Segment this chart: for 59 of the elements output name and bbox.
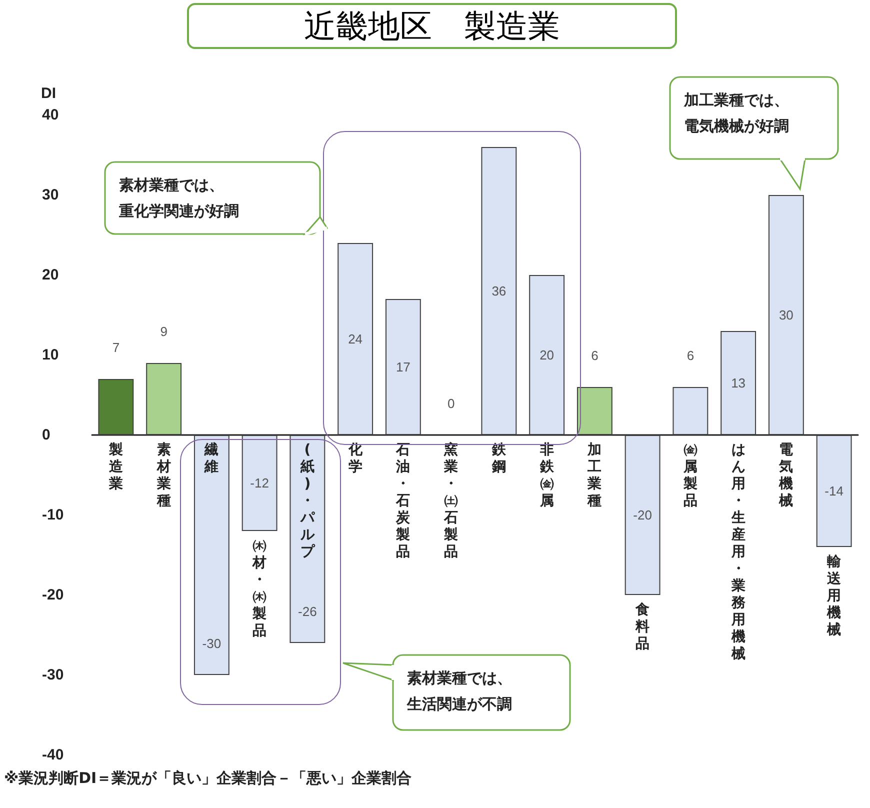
x-tick-label: ㈭材・㈭製品 <box>252 538 267 640</box>
category-label: はん用・生産用・業務用機械 <box>731 442 746 662</box>
y-axis-title: DI <box>41 85 56 102</box>
bar <box>672 387 708 435</box>
bar <box>576 387 612 435</box>
y-tick-label: 30 <box>42 186 59 204</box>
annotation: 素材業種では、生活関連が不調 <box>407 668 512 715</box>
bar <box>529 275 565 435</box>
data-label: -20 <box>633 508 652 522</box>
data-label: 7 <box>112 340 120 355</box>
y-tick-label: -10 <box>42 506 64 524</box>
x-tick-label: 非鉄㈮属 <box>540 442 554 510</box>
annotation: 加工業種では、電気機械が好調 <box>684 90 789 137</box>
bar <box>242 435 278 531</box>
y-tick-label: -20 <box>42 586 64 604</box>
y-tick-label: -40 <box>42 746 64 764</box>
annotation: 素材業種では、重化学関連が好調 <box>119 175 239 222</box>
x-tick-label: 電気機械 <box>779 442 794 510</box>
data-label: -30 <box>202 636 222 651</box>
data-label: 9 <box>160 324 168 339</box>
x-tick-label: 加工業種 <box>588 442 602 510</box>
x-tick-label: 化学 <box>348 442 362 476</box>
chart-title: 近畿地区 製造業 <box>187 3 677 49</box>
bar <box>720 331 756 435</box>
data-label: 6 <box>591 348 598 363</box>
x-tick-label: 食料品 <box>636 602 650 653</box>
x-tick-label: (紙)・パルプ <box>300 442 314 561</box>
y-tick-label: 20 <box>42 266 59 284</box>
y-tick-label: -30 <box>42 666 64 684</box>
data-label: 17 <box>396 360 410 374</box>
x-tick-label: ㈮属製品 <box>683 442 698 510</box>
bar <box>290 435 326 643</box>
data-label: 30 <box>778 308 794 322</box>
y-tick-label: 40 <box>42 106 59 124</box>
bar <box>338 243 374 435</box>
x-tick-label: 繊維 <box>204 442 219 476</box>
data-label: 6 <box>686 348 694 363</box>
data-label: 20 <box>540 348 554 362</box>
data-label: -26 <box>298 604 317 619</box>
bar <box>385 299 421 435</box>
data-label: 13 <box>731 376 746 390</box>
bar <box>194 435 230 675</box>
bar <box>624 435 660 595</box>
data-label: -12 <box>250 476 269 490</box>
data-label: -14 <box>824 484 844 498</box>
x-tick-label: 輸送用機械 <box>827 554 842 639</box>
data-label: 24 <box>348 332 363 346</box>
y-tick-label: 10 <box>42 346 59 364</box>
bar <box>768 195 804 435</box>
y-tick-label: 0 <box>42 426 50 444</box>
x-tick-label: 製造業 <box>108 442 123 493</box>
bar <box>146 363 182 435</box>
text: ※業況判断DI＝業況が「良い」企業割合－「悪い」企業割合 <box>4 768 412 789</box>
bar <box>481 147 517 435</box>
data-label: 36 <box>492 284 506 298</box>
bar <box>816 435 852 547</box>
data-label: 0 <box>447 396 455 411</box>
bar <box>98 379 134 435</box>
x-tick-label: 素材業種 <box>156 442 171 510</box>
